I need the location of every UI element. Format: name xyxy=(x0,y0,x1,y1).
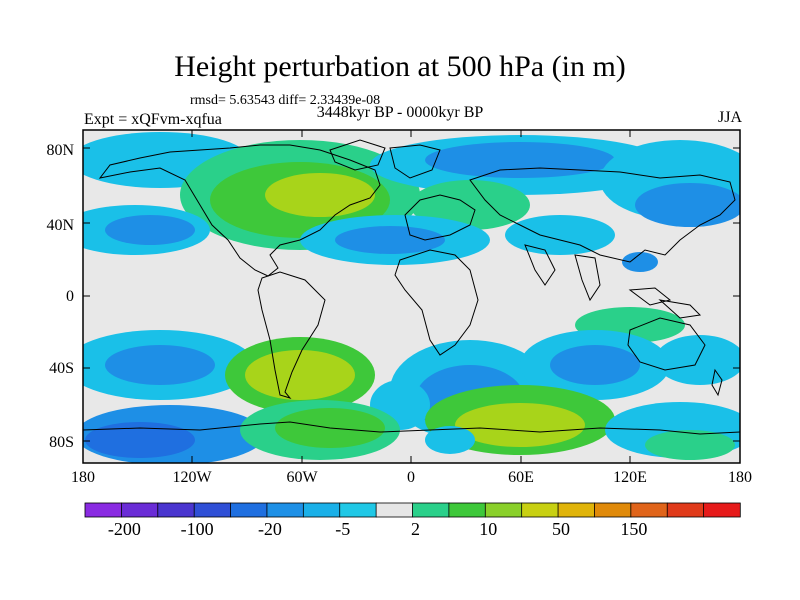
colorbar-swatch xyxy=(666,502,705,518)
colorbar-label: -100 xyxy=(181,519,214,539)
field-region xyxy=(635,183,740,227)
colorbar-label: -20 xyxy=(258,519,282,539)
height-field xyxy=(83,130,740,463)
colorbar-label: 150 xyxy=(620,519,647,539)
field-region xyxy=(622,252,658,272)
lon-label-0: 0 xyxy=(407,469,415,486)
field-region xyxy=(455,403,585,447)
field-region xyxy=(85,422,195,458)
lon-label-180e: 180 xyxy=(728,469,752,486)
colorbar-swatch xyxy=(521,502,559,518)
field-region xyxy=(425,142,615,178)
lat-label-0: 0 xyxy=(66,288,74,305)
colorbar-swatch xyxy=(412,502,450,518)
field-region xyxy=(410,180,530,230)
colorbar xyxy=(84,502,741,518)
colorbar-swatch xyxy=(484,502,523,518)
experiment-label: Expt = xQFvm-xqfua xyxy=(84,111,222,128)
season-label: JJA xyxy=(717,109,742,126)
colorbar-swatch xyxy=(630,502,668,518)
coastlines xyxy=(83,139,740,435)
field-region xyxy=(105,345,215,385)
field-region xyxy=(655,335,740,385)
colorbar-swatch xyxy=(84,502,123,518)
field-region xyxy=(245,350,355,400)
colorbar-labels: -200 -100 -20 -5 2 10 50 150 xyxy=(108,519,647,539)
colorbar-label: 50 xyxy=(552,519,570,539)
lon-label-180w: 180 xyxy=(71,469,95,486)
colorbar-swatch xyxy=(157,502,195,518)
plot-title: Height perturbation at 500 hPa (in m) xyxy=(174,50,626,83)
field-region xyxy=(645,430,735,460)
colorbar-label: -200 xyxy=(108,519,141,539)
field-region xyxy=(505,215,615,255)
colorbar-swatch xyxy=(375,502,414,518)
lat-label-40s: 40S xyxy=(49,360,74,377)
field-region xyxy=(550,345,640,385)
lon-label-120w: 120W xyxy=(172,469,212,486)
colorbar-swatch xyxy=(266,502,305,518)
colorbar-swatch xyxy=(594,502,632,518)
field-region xyxy=(335,226,445,254)
field-region xyxy=(425,426,475,454)
colorbar-swatch xyxy=(703,502,741,518)
lon-label-60e: 60E xyxy=(508,469,534,486)
colorbar-swatch xyxy=(302,502,341,518)
lat-label-80n: 80N xyxy=(46,142,74,159)
field-region xyxy=(105,215,195,245)
colorbar-swatch xyxy=(230,502,268,518)
lon-label-60w: 60W xyxy=(286,469,318,486)
lat-label-80s: 80S xyxy=(49,434,74,451)
period-label: 3448kyr BP - 0000kyr BP xyxy=(316,104,484,121)
lon-label-120e: 120E xyxy=(613,469,647,486)
rmsd-diff-stats: rmsd= 5.63543 diff= 2.33439e-08 xyxy=(190,93,381,108)
field-region xyxy=(265,173,375,217)
lat-label-40n: 40N xyxy=(46,217,74,234)
colorbar-label: -5 xyxy=(335,519,350,539)
colorbar-swatch xyxy=(120,502,159,518)
colorbar-swatch xyxy=(193,502,232,518)
colorbar-label: 2 xyxy=(411,519,420,539)
colorbar-label: 10 xyxy=(479,519,497,539)
colorbar-swatch xyxy=(339,502,377,518)
colorbar-swatch xyxy=(448,502,486,518)
colorbar-swatch xyxy=(557,502,596,518)
